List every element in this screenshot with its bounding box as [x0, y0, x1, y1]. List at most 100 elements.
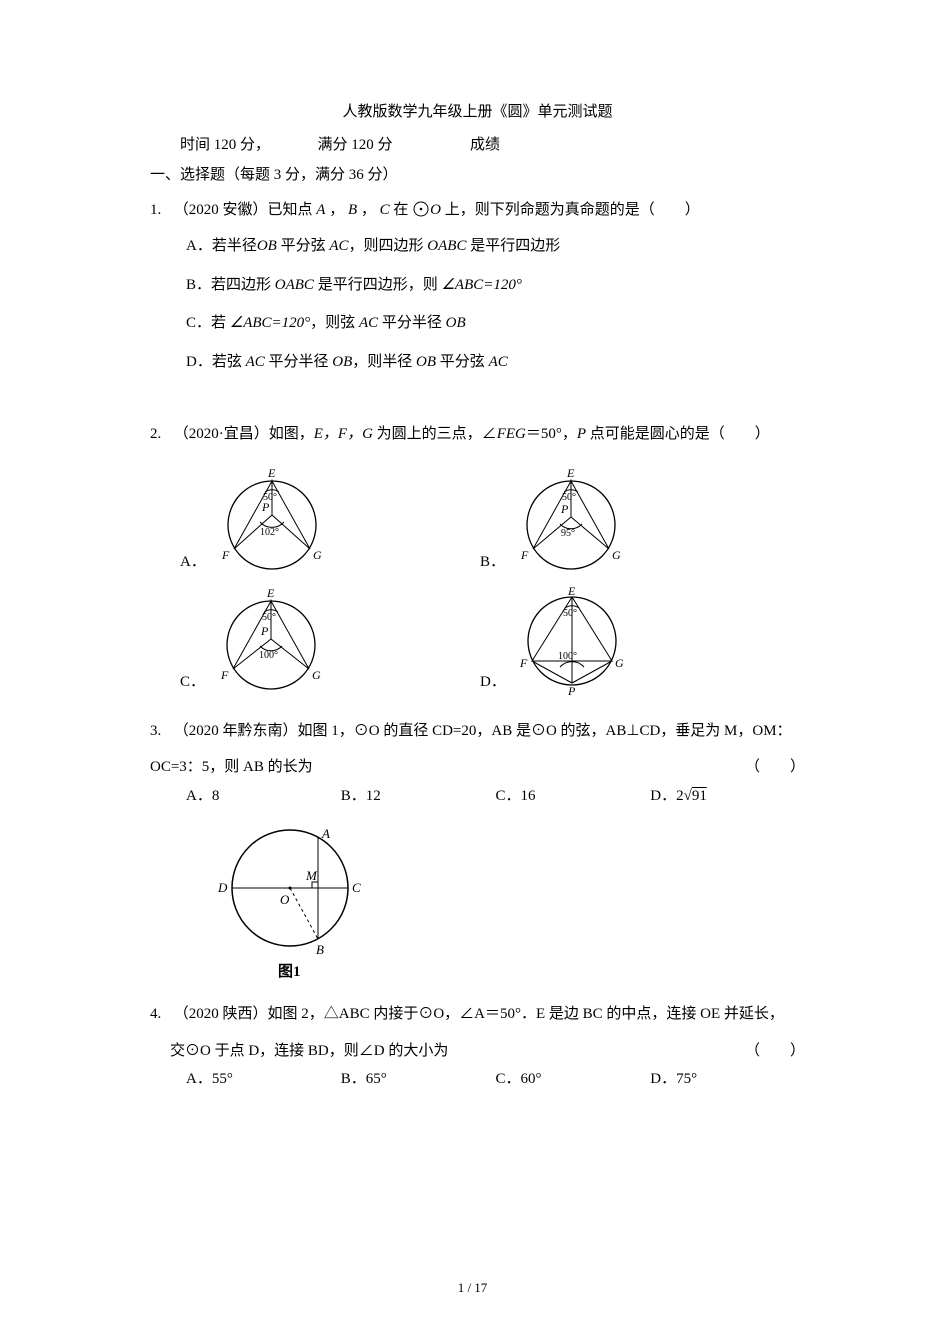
svg-text:G: G: [313, 548, 322, 562]
circle-o-icon: [412, 200, 430, 218]
q2-labC: C．: [180, 668, 205, 697]
q1-src: （2020 安徽）已知点: [174, 202, 313, 218]
page-title: 人教版数学九年级上册《圆》单元测试题: [150, 98, 805, 127]
section-heading: 一、选择题（每题 3 分，满分 36 分）: [150, 161, 805, 190]
q2-fig-D: D． E F G P 50° 100°: [480, 587, 780, 697]
q1A-t1: ，则四边形: [349, 238, 428, 254]
svg-text:50°: 50°: [562, 492, 576, 503]
svg-text:M: M: [305, 868, 318, 883]
q4-choice-C: C．60°: [496, 1065, 651, 1094]
svg-text:G: G: [312, 668, 321, 682]
grade-label: 成绩: [470, 131, 500, 160]
q1C-t1: ，则弦: [310, 315, 359, 331]
svg-text:O: O: [280, 892, 290, 907]
meta-line: 时间 120 分， 满分 120 分 成绩: [150, 131, 805, 160]
pt-A: A: [316, 202, 325, 218]
svg-text:50°: 50°: [263, 492, 277, 503]
q1-number: 1.: [150, 196, 170, 225]
pt-C: C: [380, 202, 390, 218]
q3-stem1: （2020 年黔东南）如图 1，⊙O 的直径 CD=20，AB 是⊙O 的弦，A…: [174, 723, 792, 739]
sym-120b: =120°: [272, 315, 311, 331]
q1D-t2: 平分弦: [436, 354, 489, 370]
q2-labB: B．: [480, 548, 505, 577]
q1D-mid: 平分半径: [265, 354, 333, 370]
q3D-rad: 91: [692, 788, 707, 804]
q4-choice-B: B．65°: [341, 1065, 496, 1094]
q2-fig-C: C． E F G P 50° 100°: [180, 587, 480, 697]
q3-number: 3.: [150, 717, 170, 746]
q3-choice-B: B．12: [341, 782, 496, 811]
q4-stem1: （2020 陕西）如图 2，△ABC 内接于⊙O，∠A＝50°．E 是边 BC …: [174, 1006, 784, 1022]
sym-OB2: OB: [446, 315, 466, 331]
question-2: 2. （2020·宜昌）如图，E，F，G 为圆上的三点，∠FEG＝50°，P 点…: [150, 420, 805, 707]
q3-choice-D: D．2√91: [650, 782, 805, 811]
q4-choice-D: D．75°: [650, 1065, 805, 1094]
svg-text:E: E: [567, 587, 576, 598]
svg-text:P: P: [560, 502, 569, 516]
time-label: 时间 120 分，: [180, 131, 270, 160]
q2-P: P: [577, 426, 586, 442]
page-number: 1 / 17: [0, 1276, 945, 1301]
svg-text:P: P: [567, 684, 576, 697]
svg-text:F: F: [221, 548, 230, 562]
q2-labA: A．: [180, 548, 206, 577]
svg-text:E: E: [267, 467, 276, 480]
circle-diagram-icon: E F G P 50° 100°: [512, 587, 632, 697]
q2-stem1: （2020·宜昌）如图，: [174, 426, 314, 442]
q3-figure: A B C D O M 图1: [150, 824, 805, 982]
q2-EFG: E，F，G: [314, 426, 373, 442]
svg-text:B: B: [316, 942, 324, 957]
svg-text:P: P: [260, 624, 269, 638]
q1C-t2: 平分半径: [378, 315, 446, 331]
sym-AC: AC: [329, 238, 348, 254]
q1A-mid: 平分弦: [277, 238, 330, 254]
q1B-mid: 是平行四边形，则: [314, 277, 442, 293]
svg-text:G: G: [612, 548, 621, 562]
svg-text:50°: 50°: [262, 612, 276, 623]
q1-choice-B: B．若四边形 OABC 是平行四边形，则 ∠ABC=120°: [186, 271, 805, 300]
svg-text:E: E: [266, 587, 275, 600]
sym-OB3: OB: [332, 354, 352, 370]
sym-ang: ∠ABC: [441, 277, 483, 293]
sym-ang2: ∠ABC: [230, 315, 272, 331]
sym-OB: OB: [257, 238, 277, 254]
sym-OB4: OB: [416, 354, 436, 370]
q3-choice-A: A．8: [186, 782, 341, 811]
q1D-t1: ，则半径: [352, 354, 416, 370]
svg-text:95°: 95°: [561, 528, 575, 539]
q4-stem2: 交⊙O 于点 D，连接 BD，则∠D 的大小为: [170, 1043, 448, 1059]
svg-text:F: F: [220, 668, 229, 682]
circle-diagram-icon: E F G P 50° 102°: [212, 467, 332, 577]
svg-text:图1: 图1: [278, 963, 301, 980]
svg-text:G: G: [615, 656, 624, 670]
q4-paren: （ ）: [745, 1037, 805, 1066]
svg-text:C: C: [352, 880, 361, 895]
question-4: 4. （2020 陕西）如图 2，△ABC 内接于⊙O，∠A＝50°．E 是边 …: [150, 1000, 805, 1094]
q2-stem2: 为圆上的三点，∠: [373, 426, 497, 442]
sym-AC2: AC: [359, 315, 378, 331]
q2-fig-B: B． E F G P 50° 95°: [480, 467, 780, 577]
circle-diagram-icon: E F G P 50° 95°: [511, 467, 631, 577]
q2-number: 2.: [150, 420, 170, 449]
circle-diagram-icon: E F G P 50° 100°: [211, 587, 331, 697]
score-label: 满分 120 分: [318, 131, 393, 160]
sym-OABC: OABC: [427, 238, 466, 254]
q1B-pre: B．若四边形: [186, 277, 275, 293]
q2-stem4: 点可能是圆心的是（ ）: [586, 426, 770, 442]
q1A-t2: 是平行四边形: [466, 238, 560, 254]
question-3: 3. （2020 年黔东南）如图 1，⊙O 的直径 CD=20，AB 是⊙O 的…: [150, 717, 805, 983]
q3-paren: （ ）: [745, 753, 805, 782]
q1-tail: 上，则下列命题为真命题的是（ ）: [445, 202, 700, 218]
pt-O: O: [430, 202, 441, 218]
sym-AC4: AC: [489, 354, 508, 370]
svg-text:50°: 50°: [563, 608, 577, 619]
svg-text:100°: 100°: [558, 651, 577, 662]
sym-AC3: AC: [246, 354, 265, 370]
q1-choice-D: D．若弦 AC 平分半径 OB，则半径 OB 平分弦 AC: [186, 348, 805, 377]
q2-fig-A: A． E F G P 50° 102°: [180, 467, 480, 577]
svg-text:E: E: [566, 467, 575, 480]
q2-stem3: ＝50°，: [526, 426, 577, 442]
q1-choice-A: A．若半径OB 平分弦 AC，则四边形 OABC 是平行四边形: [186, 232, 805, 261]
q1C-pre: C．若: [186, 315, 230, 331]
q3-stem2: OC=3：5，则 AB 的长为: [150, 759, 313, 775]
